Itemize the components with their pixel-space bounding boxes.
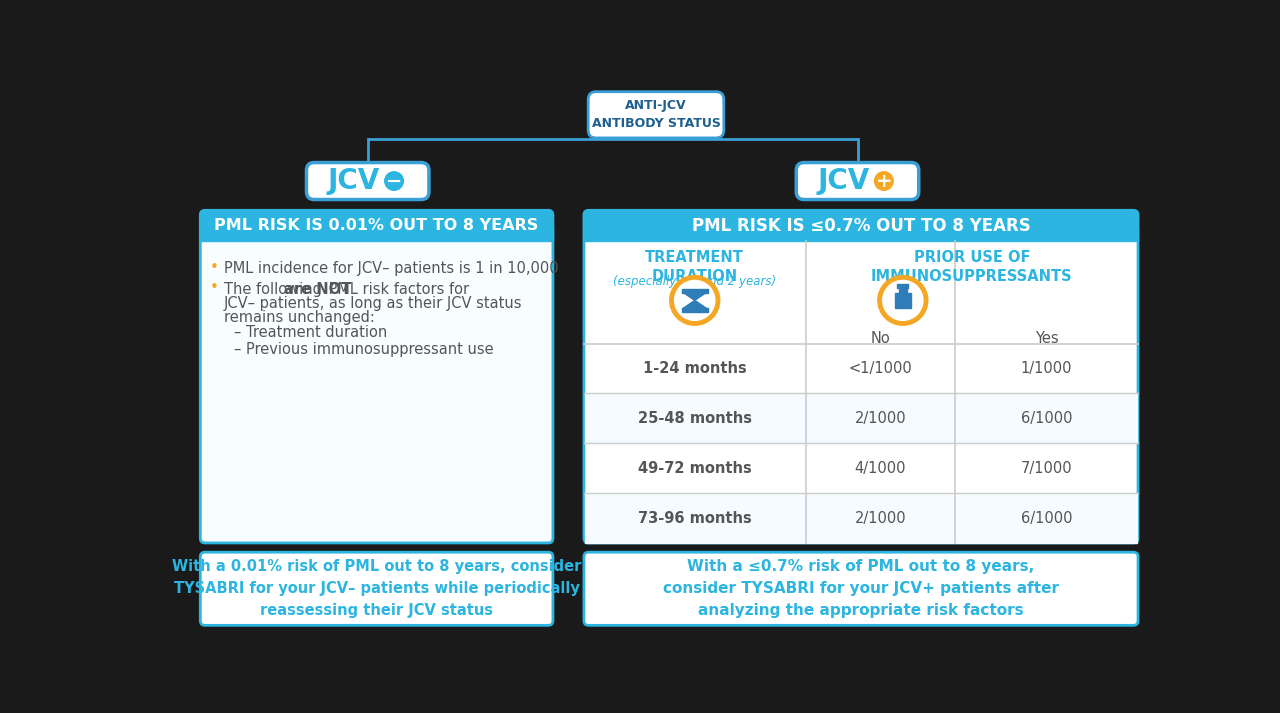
Text: •: • (210, 280, 219, 295)
Text: 6/1000: 6/1000 (1021, 411, 1073, 426)
Text: are NOT: are NOT (284, 282, 351, 297)
Text: (especially beyond 2 years): (especially beyond 2 years) (613, 275, 776, 288)
Polygon shape (682, 292, 707, 300)
Circle shape (879, 277, 925, 324)
Text: JCV– patients, as long as their JCV status: JCV– patients, as long as their JCV stat… (224, 296, 522, 311)
Text: Yes: Yes (1034, 332, 1059, 347)
Text: 4/1000: 4/1000 (855, 461, 906, 476)
Text: 6/1000: 6/1000 (1021, 511, 1073, 525)
Text: With a 0.01% risk of PML out to 8 years, consider
TYSABRI for your JCV– patients: With a 0.01% risk of PML out to 8 years,… (172, 559, 581, 618)
Text: −: − (385, 172, 402, 190)
FancyBboxPatch shape (200, 210, 553, 543)
FancyBboxPatch shape (796, 163, 919, 200)
FancyBboxPatch shape (584, 210, 1138, 241)
Bar (895, 293, 910, 308)
Text: 2/1000: 2/1000 (855, 511, 906, 525)
Text: With a ≤0.7% risk of PML out to 8 years,
consider TYSABRI for your JCV+ patients: With a ≤0.7% risk of PML out to 8 years,… (663, 559, 1059, 618)
Circle shape (672, 277, 718, 324)
Circle shape (385, 172, 403, 190)
Circle shape (874, 172, 893, 190)
Text: +: + (876, 172, 892, 190)
Text: ANTI-JCV
ANTIBODY STATUS: ANTI-JCV ANTIBODY STATUS (591, 99, 721, 130)
Bar (585, 394, 1137, 443)
Bar (585, 493, 1137, 543)
Text: JCV: JCV (328, 167, 380, 195)
FancyBboxPatch shape (200, 552, 553, 625)
Text: PRIOR USE OF
IMMUNOSUPPRESSANTS: PRIOR USE OF IMMUNOSUPPRESSANTS (870, 250, 1073, 284)
FancyBboxPatch shape (200, 210, 553, 241)
Text: PML RISK IS ≤0.7% OUT TO 8 YEARS: PML RISK IS ≤0.7% OUT TO 8 YEARS (691, 217, 1030, 235)
FancyBboxPatch shape (584, 552, 1138, 625)
Text: The following: The following (224, 282, 326, 297)
Bar (899, 288, 906, 293)
Text: – Previous immunosuppressant use: – Previous immunosuppressant use (234, 342, 494, 356)
FancyBboxPatch shape (584, 210, 1138, 543)
Text: TREATMENT
DURATION: TREATMENT DURATION (645, 250, 744, 284)
Bar (681, 289, 708, 293)
FancyBboxPatch shape (306, 163, 429, 200)
Text: •: • (210, 260, 219, 275)
Text: <1/1000: <1/1000 (849, 361, 913, 376)
Text: JCV: JCV (818, 167, 869, 195)
Text: 49-72 months: 49-72 months (637, 461, 751, 476)
Text: remains unchanged:: remains unchanged: (224, 309, 375, 324)
Bar (584, 226, 1138, 241)
Text: 73-96 months: 73-96 months (637, 511, 751, 525)
Text: 1/1000: 1/1000 (1021, 361, 1073, 376)
Text: 1-24 months: 1-24 months (643, 361, 746, 376)
Bar (681, 308, 708, 312)
Bar (897, 284, 909, 288)
Text: 2/1000: 2/1000 (855, 411, 906, 426)
Bar (200, 226, 553, 241)
FancyBboxPatch shape (589, 92, 723, 138)
Text: PML risk factors for: PML risk factors for (324, 282, 468, 297)
Text: 7/1000: 7/1000 (1021, 461, 1073, 476)
Text: 25-48 months: 25-48 months (637, 411, 751, 426)
Text: No: No (870, 332, 891, 347)
Text: PML incidence for JCV– patients is 1 in 10,000: PML incidence for JCV– patients is 1 in … (224, 261, 558, 276)
Text: – Treatment duration: – Treatment duration (234, 325, 388, 340)
Text: PML RISK IS 0.01% OUT TO 8 YEARS: PML RISK IS 0.01% OUT TO 8 YEARS (215, 218, 539, 233)
Polygon shape (682, 300, 707, 309)
